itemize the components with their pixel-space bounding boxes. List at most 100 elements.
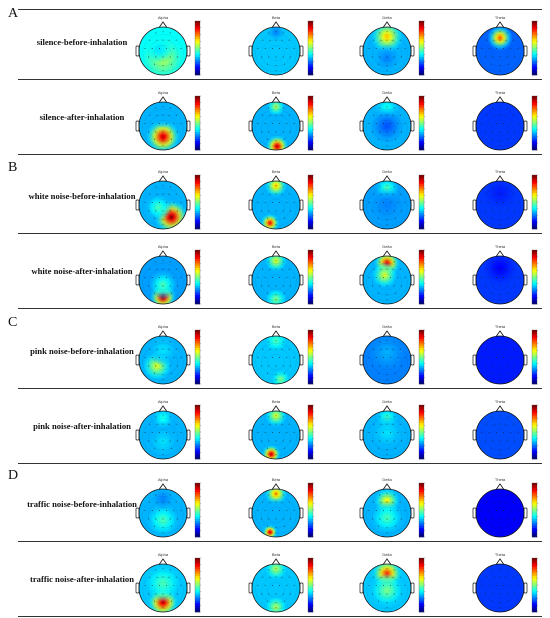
activation-blob — [480, 180, 520, 212]
band-title: Alpha — [158, 399, 169, 404]
topomap-alpha: Alpha — [135, 15, 202, 75]
activation-blob — [145, 119, 181, 150]
section-letter: B — [8, 160, 18, 175]
topomap-beta: Beta — [248, 90, 315, 150]
topomap-theta: Theta — [472, 169, 539, 229]
topomap-theta: Theta — [472, 324, 539, 384]
band-title: Beta — [272, 477, 281, 482]
condition-label: pink noise-before-inhalation — [30, 345, 134, 356]
topomap-alpha: Alpha — [135, 477, 202, 537]
band-title: Alpha — [158, 15, 169, 20]
band-title: Delta — [382, 477, 392, 482]
activation-blob — [260, 497, 292, 528]
topomap-delta: Delta — [359, 15, 426, 75]
band-title: Delta — [382, 244, 392, 249]
topomap-theta: Theta — [472, 15, 539, 75]
topomap-alpha: Alpha — [135, 399, 202, 459]
topomap-theta: Theta — [472, 552, 539, 612]
condition-label: silence-after-inhalation — [39, 111, 125, 122]
row-separator — [18, 79, 542, 80]
condition-label: white noise-after-inhalation — [31, 265, 133, 276]
topomap-beta: Beta — [248, 15, 315, 75]
activation-blob — [145, 35, 173, 63]
band-title: Theta — [495, 244, 506, 249]
band-title: Delta — [382, 169, 392, 174]
row-separator — [18, 9, 542, 10]
band-title: Theta — [495, 324, 506, 329]
topomap-theta: Theta — [472, 90, 539, 150]
topomap-alpha: Alpha — [135, 552, 202, 612]
activation-blob — [147, 268, 179, 300]
band-title: Beta — [272, 399, 281, 404]
topomap-beta: Beta — [248, 324, 315, 384]
activation-blob — [151, 488, 175, 510]
topomap-alpha: Alpha — [135, 244, 202, 304]
activation-blob — [480, 563, 520, 595]
topomap-alpha: Alpha — [135, 169, 202, 229]
condition-label: white noise-before-inhalation — [28, 190, 136, 201]
topomap-beta: Beta — [248, 552, 315, 612]
activation-blob — [260, 212, 280, 229]
activation-blob — [265, 134, 289, 150]
band-title: Theta — [495, 399, 506, 404]
activation-blob — [271, 369, 291, 384]
activation-blob — [369, 187, 405, 222]
band-title: Delta — [382, 399, 392, 404]
activation-blob — [143, 563, 183, 602]
topomap-beta: Beta — [248, 399, 315, 459]
topomap-theta: Theta — [472, 244, 539, 304]
topomap-delta: Delta — [359, 169, 426, 229]
topomap-delta: Delta — [359, 477, 426, 537]
band-title: Theta — [495, 477, 506, 482]
activation-blob — [369, 572, 405, 608]
activation-blob — [264, 287, 288, 304]
topomap-beta: Beta — [248, 477, 315, 537]
band-title: Alpha — [158, 90, 169, 95]
band-title: Delta — [382, 324, 392, 329]
activation-blob — [144, 193, 172, 221]
condition-label: traffic noise-before-inhalation — [27, 498, 137, 509]
topomap-theta: Theta — [472, 477, 539, 537]
activation-blob — [369, 500, 405, 535]
band-title: Beta — [272, 169, 281, 174]
band-title: Beta — [272, 552, 281, 557]
topomap-alpha: Alpha — [135, 324, 202, 384]
condition-label: traffic noise-after-inhalation — [30, 573, 134, 584]
topomap-delta: Delta — [359, 552, 426, 612]
activation-blob — [480, 255, 520, 287]
row-separator — [18, 388, 542, 389]
activation-blob — [149, 101, 177, 127]
topomap-theta: Theta — [472, 399, 539, 459]
band-title: Beta — [272, 244, 281, 249]
band-title: Theta — [495, 15, 506, 20]
section-letter: C — [8, 315, 18, 330]
band-title: Alpha — [158, 552, 169, 557]
row-separator — [18, 541, 542, 542]
activation-blob — [264, 595, 288, 612]
section-letter: A — [8, 6, 19, 21]
topomap-delta: Delta — [359, 244, 426, 304]
band-title: Beta — [272, 15, 281, 20]
activation-blob — [367, 106, 407, 145]
activation-blob — [145, 502, 181, 537]
activation-blob — [486, 26, 514, 51]
band-title: Alpha — [158, 244, 169, 249]
activation-blob — [365, 335, 409, 374]
band-title: Delta — [382, 15, 392, 20]
band-title: Theta — [495, 169, 506, 174]
activation-blob — [373, 44, 401, 72]
activation-blob — [371, 261, 399, 289]
band-title: Theta — [495, 90, 506, 95]
row-separator — [18, 233, 542, 234]
band-title: Delta — [382, 552, 392, 557]
band-title: Alpha — [158, 477, 169, 482]
activation-blob — [369, 414, 405, 450]
row-separator — [18, 308, 542, 309]
row-separator — [18, 154, 542, 155]
row-separator — [18, 463, 542, 464]
topomap-delta: Delta — [359, 324, 426, 384]
topomap-alpha: Alpha — [135, 90, 202, 150]
section-letter: D — [8, 468, 19, 483]
topomap-beta: Beta — [248, 244, 315, 304]
